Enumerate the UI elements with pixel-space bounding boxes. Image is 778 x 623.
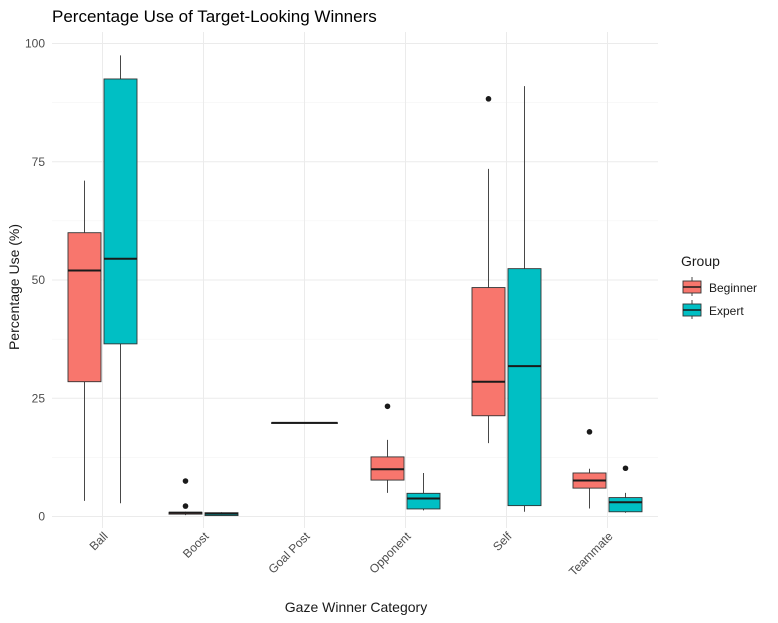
box-iqr	[507, 268, 542, 507]
y-tick-label: 100	[25, 37, 45, 51]
box-iqr	[608, 497, 643, 513]
box-beginner-opponent	[370, 403, 405, 493]
y-tick-label: 0	[38, 510, 45, 524]
x-tick-label: Opponent	[366, 529, 414, 577]
x-tick-label: Ball	[87, 529, 111, 553]
box-expert-ball	[103, 55, 138, 504]
box-expert-goal-post	[271, 421, 338, 424]
box-iqr	[471, 287, 506, 417]
box-beginner-boost	[168, 478, 203, 516]
box-iqr	[103, 78, 138, 345]
x-tick-label: Teammate	[566, 529, 616, 579]
outlier-point	[182, 478, 189, 484]
y-tick-label: 50	[32, 273, 46, 287]
x-axis-ticks: Ball Boost Goal Post Opponent Self Teammate	[87, 529, 616, 579]
grid-lines	[52, 32, 658, 528]
chart-title: Percentage Use of Target-Looking Winners	[52, 7, 377, 26]
y-tick-label: 25	[32, 391, 46, 405]
box-beginner-ball	[67, 180, 102, 501]
box-iqr	[406, 492, 441, 510]
box-expert-teammate	[608, 465, 643, 513]
boxplot-marks	[67, 55, 643, 517]
outlier-point	[485, 96, 492, 102]
y-tick-label: 75	[32, 155, 46, 169]
outlier-point	[384, 403, 391, 410]
box-iqr	[67, 232, 102, 383]
legend-title: Group	[681, 253, 720, 269]
box-expert-boost	[204, 512, 239, 517]
x-axis-title: Gaze Winner Category	[285, 599, 427, 615]
legend-label: Expert	[709, 304, 744, 318]
box-beginner-teammate	[572, 429, 607, 509]
y-axis-ticks: 0 25 50 75 100	[25, 37, 45, 524]
box-beginner-self	[471, 96, 506, 444]
outlier-point	[622, 465, 629, 472]
legend-label: Beginner	[709, 281, 757, 295]
outlier-point	[586, 429, 593, 435]
box-expert-opponent	[406, 472, 441, 511]
legend: Group Beginner Expert	[681, 253, 757, 319]
y-axis-title: Percentage Use (%)	[6, 224, 22, 350]
x-tick-label: Boost	[180, 529, 212, 561]
legend-item-expert: Expert	[682, 300, 744, 319]
x-tick-label: Self	[490, 529, 515, 554]
outlier-point	[182, 503, 189, 509]
box-expert-self	[507, 86, 542, 512]
x-tick-label: Goal Post	[265, 529, 313, 577]
legend-item-beginner: Beginner	[682, 277, 757, 296]
